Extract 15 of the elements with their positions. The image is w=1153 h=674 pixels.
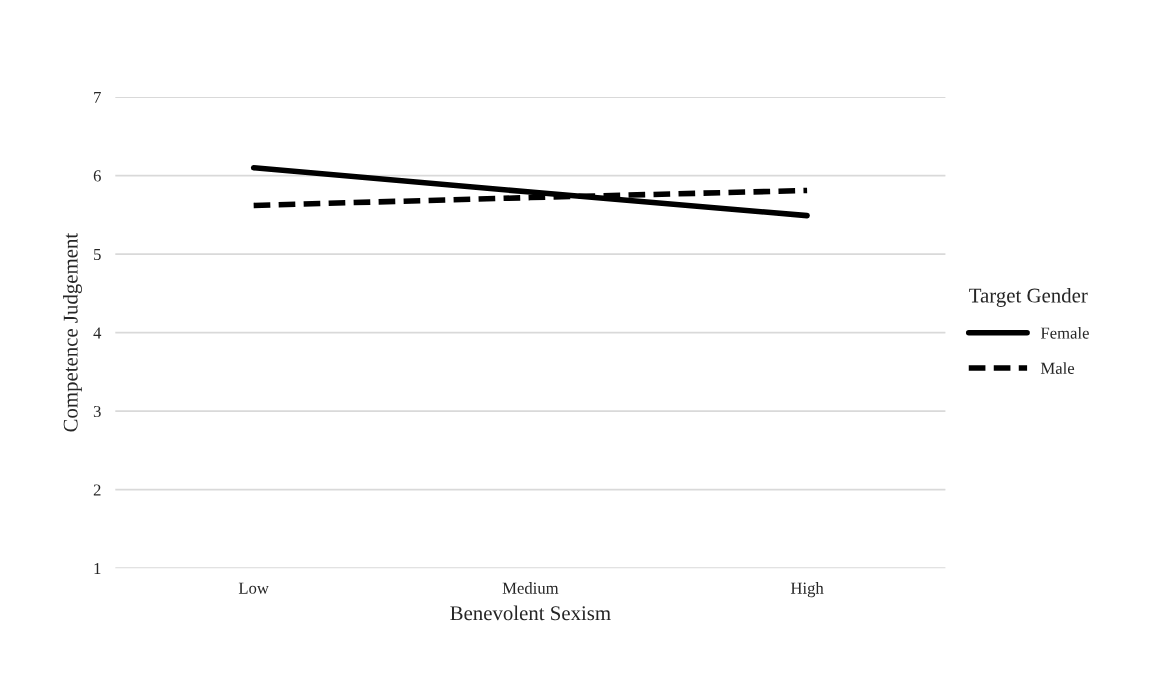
y-tick-label: 3 (93, 405, 101, 418)
x-tick-label: Low (238, 582, 269, 594)
y-tick-label: 7 (94, 91, 101, 103)
y-tick-label: 2 (93, 484, 101, 496)
legend-title: Target Gender (969, 287, 1088, 307)
y-tick-label: 1 (94, 562, 101, 574)
x-tick-label: Medium (502, 582, 559, 594)
legend-label: Female (1040, 326, 1089, 339)
y-tick-label: 4 (93, 327, 102, 339)
legend-label: Male (1040, 362, 1075, 374)
y-axis-title: Competence Judgement (63, 232, 82, 432)
x-tick-label: High (790, 582, 824, 598)
y-tick-label: 6 (93, 170, 101, 182)
y-tick-label: 5 (94, 248, 101, 261)
x-axis-title: Benevolent Sexism (450, 605, 611, 621)
